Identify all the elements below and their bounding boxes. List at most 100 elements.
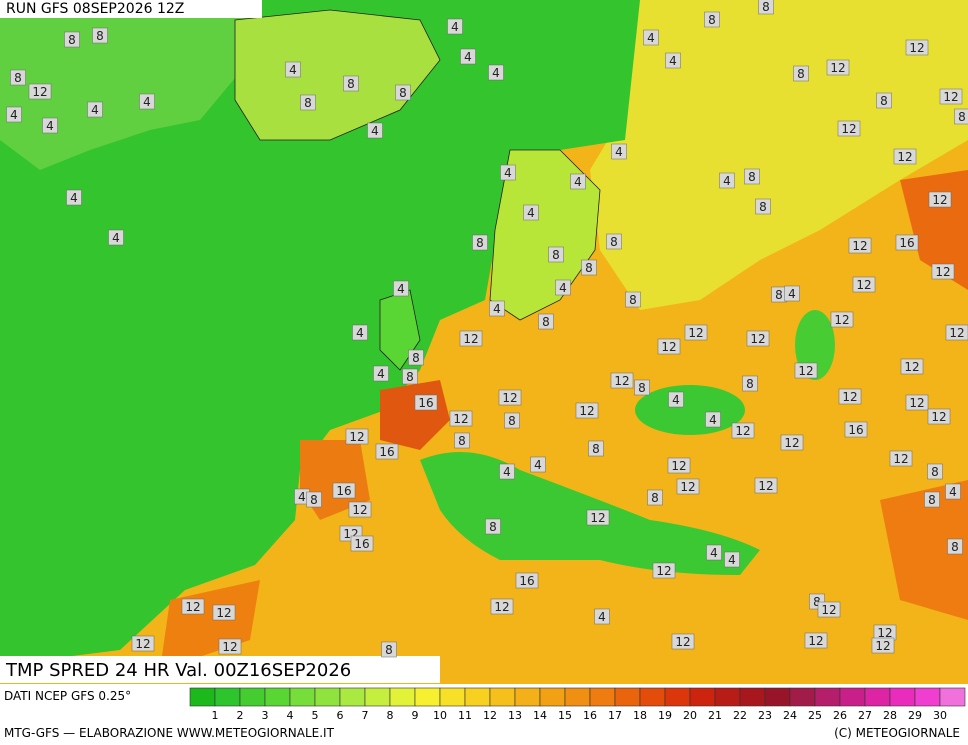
map-label-box: [705, 411, 721, 428]
map-label: 8: [385, 643, 393, 657]
map-label-box: [10, 69, 26, 86]
map-label-box: [345, 428, 369, 445]
map-label-box: [634, 379, 650, 396]
map-label-box: [826, 59, 850, 76]
scandinavia: [489, 149, 601, 321]
colorbar-label: 4: [287, 709, 294, 722]
colorbar-label: 22: [733, 709, 747, 722]
map-label: 16: [336, 484, 351, 498]
map-label: 4: [492, 66, 500, 80]
map-label-box: [731, 422, 755, 439]
data-source: DATI NCEP GFS 0.25°: [4, 689, 131, 703]
map-label: 12: [675, 635, 690, 649]
map-label-box: [893, 148, 917, 165]
colorbar-swatch: [414, 687, 441, 707]
map-label: 12: [830, 61, 845, 75]
colorbar-label: 20: [683, 709, 697, 722]
map-label: 8: [746, 377, 754, 391]
map-label-box: [131, 635, 155, 652]
colorbar-swatch: [339, 687, 366, 707]
colorbar-swatch: [289, 687, 316, 707]
map-label: 4: [143, 95, 151, 109]
map-label: 12: [798, 364, 813, 378]
map-label-box: [706, 544, 722, 561]
colorbar-label: 2: [237, 709, 244, 722]
map-label: 4: [464, 50, 472, 64]
map-label-box: [889, 450, 913, 467]
map-label: 8: [928, 493, 936, 507]
map-label: 4: [728, 553, 736, 567]
map-label: 12: [494, 600, 509, 614]
map-label-box: [375, 443, 399, 460]
colorbar-swatch: [739, 687, 766, 707]
map-label: 8: [629, 293, 637, 307]
map-label-box: [500, 164, 516, 181]
run-box: [0, 0, 262, 18]
map-label-box: [499, 463, 515, 480]
map-label: 12: [349, 430, 364, 444]
map-label-box: [652, 562, 676, 579]
map-label-box: [64, 31, 80, 48]
map-label-box: [449, 410, 473, 427]
map-label: 12: [32, 85, 47, 99]
map-label: 8: [813, 595, 821, 609]
map-label-box: [676, 478, 700, 495]
map-label: 8: [592, 442, 600, 456]
map-label: 8: [14, 71, 22, 85]
map-label-box: [447, 18, 463, 35]
map-label-box: [793, 65, 809, 82]
colorbar-label: 15: [558, 709, 572, 722]
map-label: 4: [615, 145, 623, 159]
map-label: 4: [949, 485, 957, 499]
map-label: 12: [943, 90, 958, 104]
map-label-box: [719, 172, 735, 189]
map-label: 12: [135, 637, 150, 651]
map-label: 16: [418, 396, 433, 410]
colorbar-label: 9: [412, 709, 419, 722]
colorbar-swatch: [214, 687, 241, 707]
field-box: [0, 656, 440, 683]
map-label: 4: [397, 282, 405, 296]
map-label-box: [704, 11, 720, 28]
map-label-box: [606, 233, 622, 250]
map-label: 12: [750, 332, 765, 346]
map-label-box: [945, 324, 968, 341]
map-label: 12: [688, 326, 703, 340]
map-label: 12: [897, 150, 912, 164]
map-label: 12: [735, 424, 750, 438]
map-label: 12: [949, 326, 964, 340]
map-label: 8: [310, 493, 318, 507]
map-label-box: [594, 608, 610, 625]
map-label-box: [348, 501, 372, 518]
map-label: 16: [848, 423, 863, 437]
map-label-box: [498, 389, 522, 406]
colorbar-label: 14: [533, 709, 547, 722]
colorbar-label: 28: [883, 709, 897, 722]
map-label-box: [485, 518, 501, 535]
map-label: 12: [463, 332, 478, 346]
map-label: 4: [709, 413, 717, 427]
map-label: 4: [298, 490, 306, 504]
map-label-box: [87, 101, 103, 118]
map-label: 12: [590, 511, 605, 525]
map-label-box: [939, 88, 963, 105]
map-label-box: [530, 456, 546, 473]
map-label-box: [300, 94, 316, 111]
map-label-box: [381, 641, 397, 658]
map-label: 12: [842, 390, 857, 404]
map-label: 8: [651, 491, 659, 505]
map-label-box: [581, 259, 597, 276]
colorbar-swatch: [689, 687, 716, 707]
map-label: 12: [877, 626, 892, 640]
map-label: 12: [216, 606, 231, 620]
map-label: 4: [503, 465, 511, 479]
colorbar-swatch: [764, 687, 791, 707]
colorbar-label: 8: [387, 709, 394, 722]
map-label-box: [754, 477, 778, 494]
map-label: 4: [356, 326, 364, 340]
map-label-box: [838, 388, 862, 405]
map-label-box: [905, 39, 929, 56]
colorbar-swatch: [489, 687, 516, 707]
map-label: 4: [527, 206, 535, 220]
